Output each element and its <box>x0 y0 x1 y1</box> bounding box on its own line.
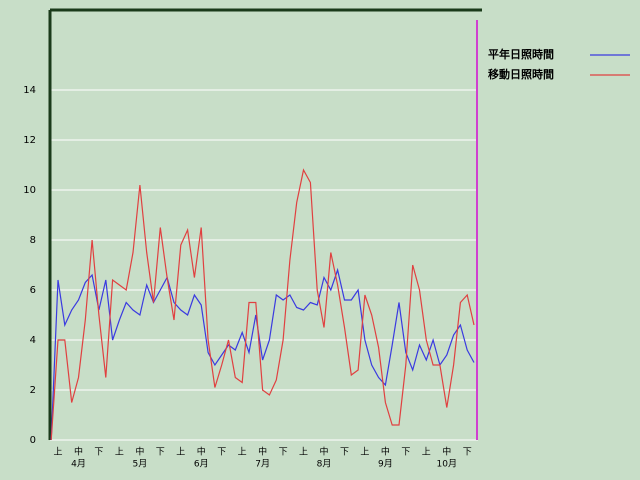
x-tick-label: 下 <box>401 448 410 458</box>
x-tick-label: 上 <box>115 447 124 458</box>
x-tick-label: 上 <box>422 447 431 458</box>
month-label: 4月 <box>71 459 86 470</box>
x-tick-label: 上 <box>176 447 185 458</box>
x-tick-label: 下 <box>94 448 103 458</box>
x-tick-label: 中 <box>197 446 206 458</box>
month-label: 5月 <box>132 459 147 470</box>
x-tick-label: 中 <box>319 446 328 458</box>
month-label: 7月 <box>255 459 270 470</box>
y-tick-label: 12 <box>23 135 36 146</box>
x-tick-label: 下 <box>156 448 165 458</box>
x-tick-label: 下 <box>340 448 349 458</box>
grid <box>50 89 478 441</box>
series-line <box>50 168 475 441</box>
x-tick-label: 上 <box>238 447 247 458</box>
x-tick-label: 中 <box>74 446 83 458</box>
y-tick-label: 14 <box>23 85 36 96</box>
month-label: 8月 <box>317 459 332 470</box>
y-tick-label: 6 <box>30 285 36 296</box>
x-tick-label: 中 <box>258 446 267 458</box>
x-tick-label: 下 <box>279 448 288 458</box>
month-label: 9月 <box>378 459 393 470</box>
y-tick-label: 0 <box>30 435 36 446</box>
x-tick-label: 中 <box>381 446 390 458</box>
series-line <box>50 267 475 441</box>
x-tick-label: 中 <box>442 446 451 458</box>
x-tick-label: 中 <box>135 446 144 458</box>
x-tick-label: 上 <box>54 447 63 458</box>
y-tick-label: 10 <box>23 185 36 196</box>
y-tick-label: 8 <box>30 235 36 246</box>
legend-label: 平年日照時間 <box>488 47 554 61</box>
x-tick-label: 上 <box>299 447 308 458</box>
y-tick-label: 4 <box>30 335 36 346</box>
x-tick-label: 下 <box>217 448 226 458</box>
x-tick-label: 上 <box>360 447 369 458</box>
month-label: 10月 <box>437 459 457 470</box>
x-tick-label: 下 <box>463 448 472 458</box>
y-tick-label: 2 <box>30 385 36 396</box>
month-label: 6月 <box>194 459 209 470</box>
legend-label: 移動日照時間 <box>488 67 554 81</box>
